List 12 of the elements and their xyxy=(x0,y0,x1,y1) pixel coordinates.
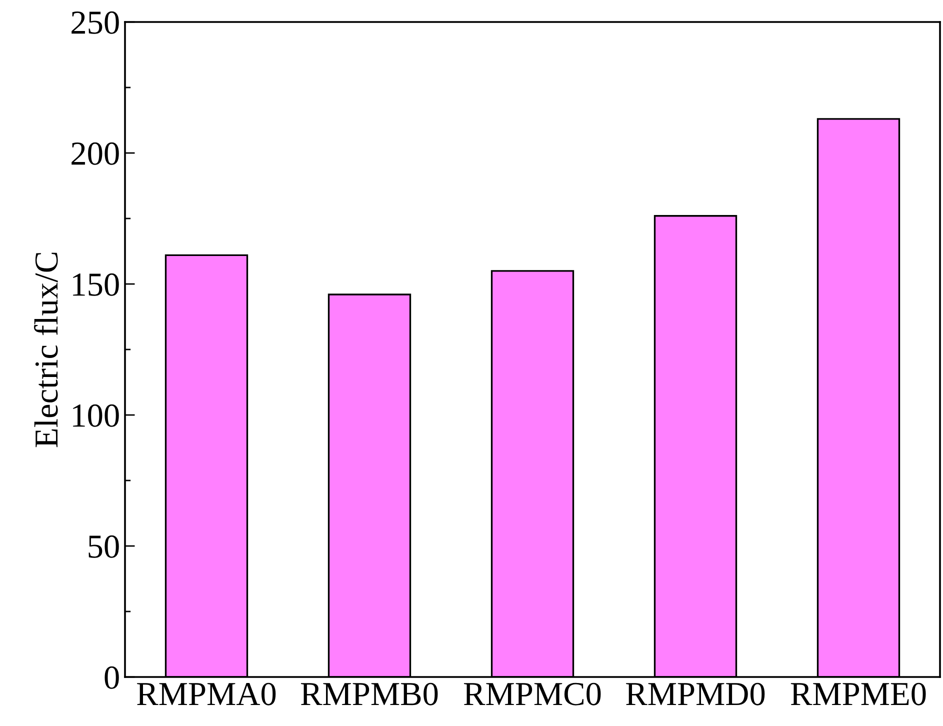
y-tick-label: 150 xyxy=(73,273,119,296)
y-tick-label: 100 xyxy=(73,404,119,427)
x-tick-label: RMPME0 xyxy=(790,682,926,706)
x-tick-label: RMPMB0 xyxy=(300,682,438,706)
x-tick-label: RMPMD0 xyxy=(626,682,765,706)
y-tick-label: 250 xyxy=(72,11,119,34)
x-tick-label: RMPMA0 xyxy=(137,682,276,706)
y-tick-label: 50 xyxy=(88,535,119,558)
x-tick-label: RMPMC0 xyxy=(464,682,601,706)
y-tick-label: 0 xyxy=(104,666,119,689)
y-axis-title: Electric flux/C xyxy=(34,252,58,448)
y-tick-label: 200 xyxy=(72,142,119,165)
